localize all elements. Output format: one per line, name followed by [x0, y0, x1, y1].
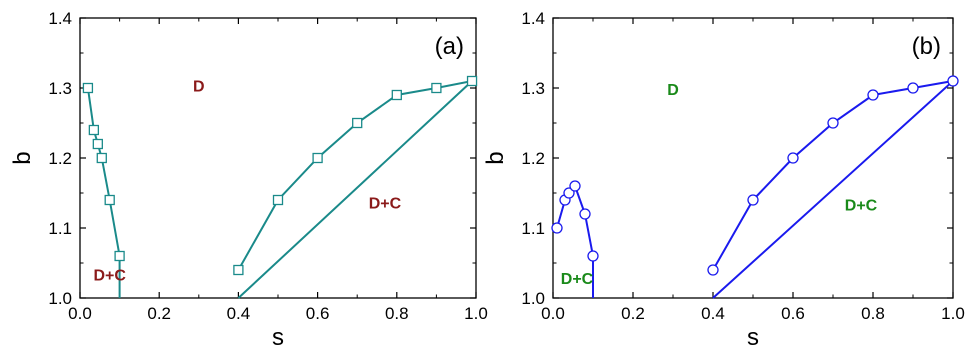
panel-a-series-1-line	[237, 79, 476, 299]
panel-b-series-0-point	[551, 222, 563, 234]
panel-a-x-tick-label: 0.8	[385, 304, 409, 323]
panel-b-series-0-point	[569, 180, 581, 192]
panel-b-series-1-point	[827, 117, 839, 129]
panel-b-y-tick-label: 1.1	[521, 219, 545, 238]
panel-a: 0.0 0.2 0.4 0.6 0.8 1.0 1.0 1.1 1.2 1.3 1.4 s b (a) D D…	[9, 9, 488, 348]
panel-a-region-label: D+C	[369, 195, 402, 212]
panel-a-region-label: D	[193, 79, 205, 96]
panel-b-y-tick-label: 1.0	[521, 289, 545, 308]
panel-b: 0.0 0.2 0.4 0.6 0.8 1.0 1.0 1.1 1.2 1.3 1.4 s b (b) D D…	[482, 9, 965, 348]
panel-a-series-1-point	[466, 75, 478, 87]
panel-b-x-tick-label: 0.6	[781, 304, 805, 323]
panel-b-series-0-point	[579, 208, 591, 220]
panel-b-x-axis-label: s	[747, 324, 759, 348]
panel-a-region-label: D+C	[93, 268, 126, 285]
panel-b-series-1-point	[747, 194, 759, 206]
panel-b-y-tick-label: 1.3	[521, 79, 545, 98]
panel-b-x-tick-label: 1.0	[941, 304, 965, 323]
panel-b-x-tick-label: 0.4	[701, 304, 725, 323]
panel-b-y-axis-label: b	[482, 151, 509, 164]
panel-a-x-tick-label: 1.0	[464, 304, 488, 323]
panel-a-series-0-point	[82, 82, 94, 94]
panel-a-series-0-point	[104, 194, 115, 206]
panel-a-panel-label: (a)	[435, 33, 464, 60]
panel-a-series-0-point	[96, 152, 107, 164]
panel-b-region-label: D	[667, 82, 679, 99]
panel-a-series-0-point	[114, 250, 125, 262]
panel-b-series-1-point	[707, 264, 719, 276]
panel-b-series-1-line	[712, 79, 957, 299]
panel-a-series-0-line	[86, 87, 121, 298]
panel-b-x-tick-label: 0.0	[541, 304, 565, 323]
panel-b-series-0-point	[563, 187, 575, 199]
panel-a-series-1-point	[431, 82, 442, 94]
panel-a-x-axis-label: s	[272, 324, 284, 348]
panel-a-y-tick-label: 1.3	[48, 79, 72, 98]
panel-b-panel-label: (b)	[912, 33, 941, 60]
panel-a-y-axis-label: b	[9, 151, 36, 164]
panel-b-y-tick-label: 1.2	[521, 149, 545, 168]
panel-b-series-1-point	[907, 82, 919, 94]
panel-b-series-0-point	[587, 250, 599, 262]
panel-a-series-0-point	[92, 138, 103, 150]
panel-b-region-label: D+C	[561, 271, 594, 288]
panel-a-y-tick-label: 1.4	[48, 9, 72, 28]
panel-a-y-tick-label: 1.1	[48, 219, 72, 238]
panel-a-series-1-point	[312, 152, 323, 164]
panel-a-x-tick-label: 0.2	[147, 304, 171, 323]
panel-a-y-tick-label: 1.2	[48, 149, 72, 168]
panel-b-series-1-point	[867, 89, 879, 101]
panel-a-x-tick-label: 0.0	[68, 304, 92, 323]
panel-a-y-tick-label: 1.0	[48, 289, 72, 308]
panel-a-x-tick-label: 0.6	[306, 304, 330, 323]
panel-a-series-1-point	[272, 194, 284, 206]
panel-a-series-1-point	[233, 264, 244, 276]
panel-b-x-tick-label: 0.8	[861, 304, 885, 323]
panel-b-region-label: D+C	[845, 198, 878, 215]
panel-a-series-1-point	[391, 89, 402, 101]
panel-b-series-1-point	[787, 152, 799, 164]
panel-b-x-tick-label: 0.2	[621, 304, 645, 323]
panel-a-x-tick-label: 0.4	[227, 304, 251, 323]
panel-a-plot-frame	[79, 17, 477, 299]
panel-b-series-1-point	[947, 75, 959, 87]
panel-b-y-tick-label: 1.4	[521, 9, 545, 28]
panel-b-plot-frame	[552, 17, 954, 299]
panel-a-series-0-point	[88, 124, 100, 136]
panel-a-series-1-point	[352, 117, 363, 129]
